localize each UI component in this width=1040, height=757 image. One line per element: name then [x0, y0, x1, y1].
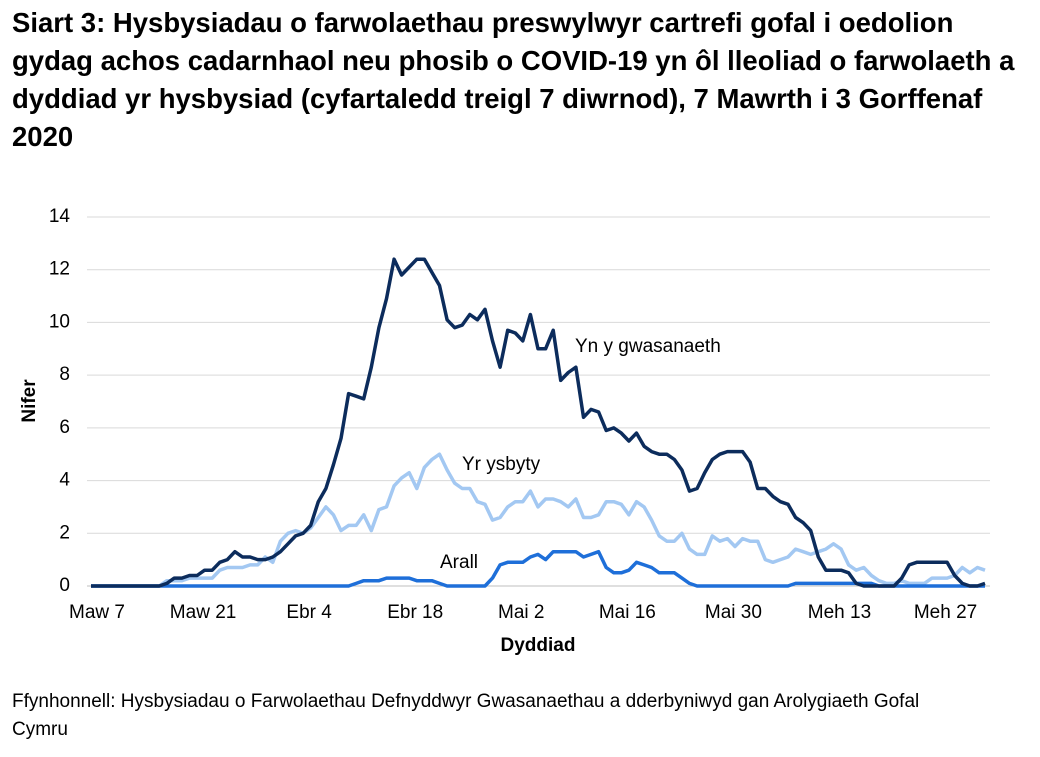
data-line — [91, 452, 986, 588]
x-tick-label: Ebr 4 — [286, 602, 332, 623]
data-line — [91, 549, 985, 588]
x-tick-label: Mai 16 — [599, 602, 656, 623]
x-tick-label: Maw 7 — [69, 602, 125, 623]
y-tick-label: 14 — [49, 206, 71, 227]
y-tick-label: 8 — [59, 364, 70, 385]
y-tick-label: 12 — [49, 259, 70, 280]
series-label: Arall — [440, 552, 478, 573]
y-tick-label: 0 — [59, 575, 70, 596]
x-tick-label: Meh 13 — [808, 602, 871, 623]
x-axis-label: Dyddiad — [501, 635, 576, 656]
chart-title: Siart 3: Hysbysiadau o farwolaethau pres… — [12, 7, 1015, 152]
chart: Dyddiad Nifer 0 2 4 6 8 10 12 14 Maw 7 Maw 21 Ebr … — [19, 206, 990, 656]
y-axis-label: Nifer — [19, 379, 40, 423]
data-line — [91, 257, 986, 588]
series-label: Yr ysbyty — [462, 454, 541, 475]
x-tick-label: Meh 27 — [914, 602, 977, 623]
y-tick-label: 4 — [59, 470, 70, 491]
x-tick-label: Ebr 18 — [387, 602, 443, 623]
y-tick-label: 6 — [59, 417, 70, 438]
x-tick-label: Mai 2 — [498, 602, 544, 623]
source-note: Ffynhonnell: Hysbysiadau o Farwolaethau … — [12, 691, 920, 740]
y-tick-label: 2 — [59, 522, 70, 543]
y-tick-label: 10 — [49, 311, 70, 332]
x-tick-label: Mai 30 — [705, 602, 762, 623]
x-tick-label: Maw 21 — [170, 602, 237, 623]
series-label: Yn y gwasanaeth — [575, 336, 721, 357]
